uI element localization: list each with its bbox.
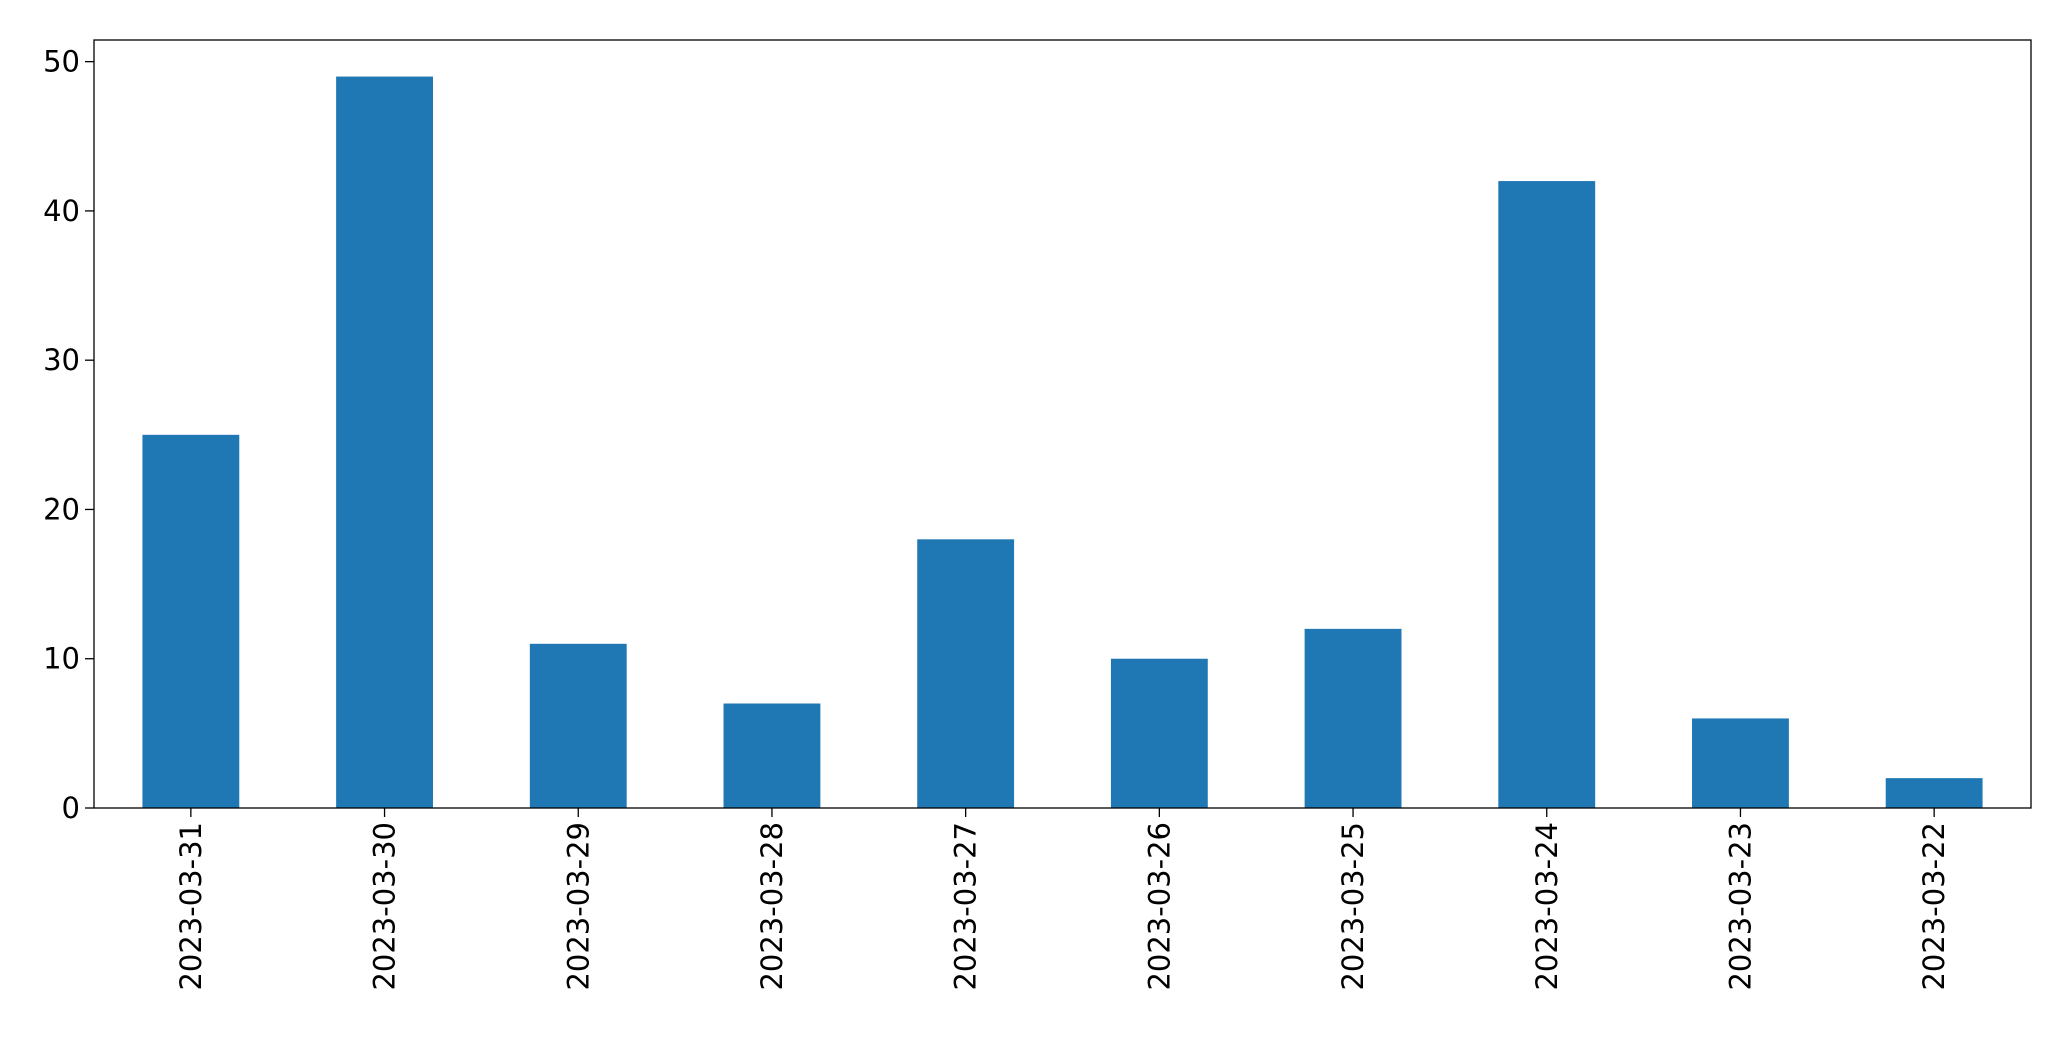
bar [1110, 658, 1208, 808]
x-tick-label: 2023-03-29 [561, 822, 595, 991]
y-tick-label: 20 [43, 492, 80, 526]
x-tick-label: 2023-03-25 [1336, 822, 1370, 991]
x-tick-label: 2023-03-24 [1530, 822, 1564, 991]
y-tick-label: 50 [43, 45, 80, 79]
x-tick-label: 2023-03-28 [755, 822, 789, 991]
y-tick-label: 30 [43, 343, 80, 377]
bar [529, 643, 627, 808]
plot-frame [93, 39, 2032, 809]
y-tick-label: 10 [43, 642, 80, 676]
y-tick-label: 40 [43, 194, 80, 228]
bar [336, 76, 433, 809]
bar [1885, 778, 1983, 808]
y-tick-label: 0 [62, 791, 80, 825]
x-tick-label: 2023-03-31 [174, 822, 208, 991]
x-tick-label: 2023-03-22 [1917, 822, 1951, 991]
bar [142, 434, 240, 808]
x-tick-label: 2023-03-30 [368, 822, 402, 991]
bar [723, 703, 821, 808]
bar [1498, 181, 1596, 808]
bar [1692, 718, 1789, 808]
bar [917, 539, 1015, 808]
x-tick-label: 2023-03-26 [1142, 822, 1176, 991]
x-tick-label: 2023-03-27 [949, 822, 983, 991]
bar [1304, 628, 1402, 808]
x-tick-label: 2023-03-23 [1723, 822, 1757, 991]
